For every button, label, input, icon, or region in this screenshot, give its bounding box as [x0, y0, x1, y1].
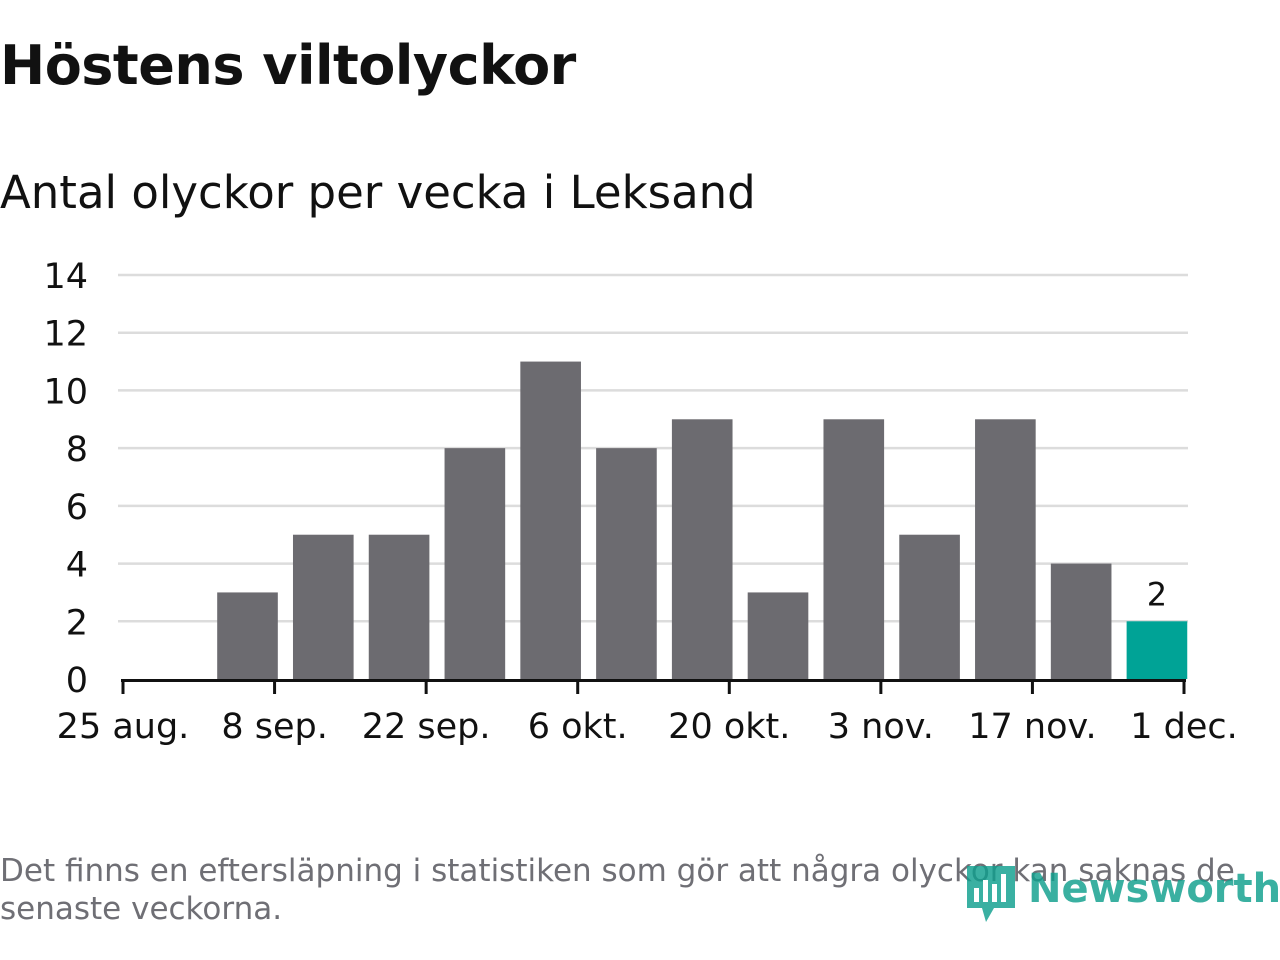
logo-wordmark: Newsworthy	[1028, 866, 1280, 912]
x-tick-label: 6 okt.	[528, 707, 628, 747]
bar	[217, 592, 278, 679]
x-tick-label: 3 nov.	[828, 707, 934, 747]
chart-title: Höstens viltolyckor	[0, 34, 576, 97]
x-axis: 25 aug. 8 sep. 22 sep. 6 okt. 20 okt. 3 nov. 1…	[57, 679, 1238, 747]
bar	[823, 419, 885, 679]
bar	[747, 592, 809, 679]
bar	[520, 361, 581, 679]
bar	[368, 534, 430, 679]
x-tick-label: 8 sep.	[221, 707, 328, 747]
bar	[444, 448, 506, 679]
data-labels: 2	[1147, 575, 1167, 613]
chart-subtitle: Antal olyckor per vecka i Leksand	[0, 166, 756, 219]
bars	[217, 361, 1188, 679]
y-tick-label: 12	[43, 315, 88, 355]
newsworthy-logo: Newsworthy	[964, 858, 1280, 928]
bar	[596, 448, 657, 679]
y-tick-label: 0	[66, 661, 88, 701]
bar	[671, 419, 733, 679]
y-tick-label: 10	[43, 372, 88, 412]
newsworthy-logo-icon	[967, 866, 1015, 922]
y-tick-label: 6	[66, 488, 88, 528]
bar	[975, 419, 1036, 679]
footnote: Det finns en eftersläpning i statistiken…	[0, 853, 1235, 927]
y-tick-label: 8	[66, 430, 88, 470]
bar	[899, 534, 960, 679]
x-tick-label: 20 okt.	[668, 707, 790, 747]
y-axis-tick-labels: 0 2 4 6 8 10 12 14	[43, 257, 88, 701]
data-label: 2	[1147, 575, 1167, 613]
x-tick-label: 1 dec.	[1130, 707, 1238, 747]
bar	[1050, 563, 1112, 679]
x-tick-label: 25 aug.	[57, 707, 190, 747]
y-tick-label: 4	[66, 546, 88, 586]
x-tick-label: 17 nov.	[968, 707, 1096, 747]
x-tick-label: 22 sep.	[362, 707, 491, 747]
y-tick-label: 14	[43, 257, 88, 297]
bar	[292, 534, 354, 679]
y-tick-label: 2	[66, 603, 88, 643]
bar-highlight	[1126, 621, 1188, 679]
